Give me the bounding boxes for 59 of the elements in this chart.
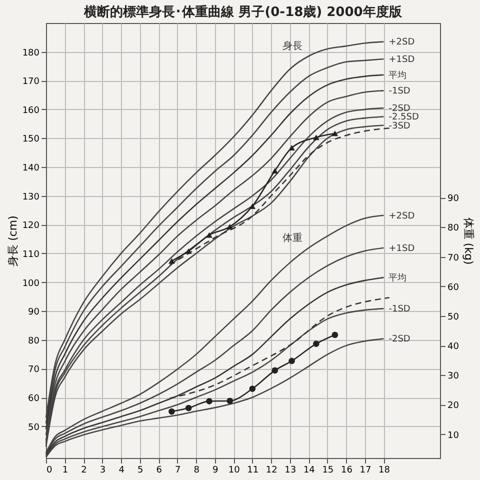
series-label: -1SD	[388, 304, 410, 315]
y-tick-label: 140	[22, 164, 40, 174]
y2-tick-label: 70	[448, 253, 460, 264]
series-label: +2SD	[388, 38, 415, 48]
series-label: 平均	[388, 70, 407, 81]
x-tick-label: 13	[284, 466, 296, 476]
y2-tick-label: 30	[448, 372, 460, 382]
series-label: +1SD	[388, 55, 415, 66]
series-label: +2SD	[388, 211, 415, 222]
x-tick-label: 2	[81, 466, 87, 476]
y-tick-label: 50	[28, 422, 40, 433]
annotation: 体重	[282, 232, 303, 244]
x-tick-label: 6	[156, 466, 162, 476]
y-tick-label: 90	[28, 308, 40, 318]
x-tick-label: 16	[340, 466, 353, 476]
x-tick-label: 15	[322, 466, 334, 476]
y-tick-label: 120	[22, 221, 40, 232]
x-tick-label: 12	[266, 466, 278, 476]
y-tick-label: 150	[22, 134, 40, 145]
y2-tick-label: 80	[448, 224, 460, 234]
x-tick-label: 8	[194, 466, 200, 476]
x-tick-label: 11	[247, 466, 259, 476]
series-label: -2SD	[388, 104, 410, 114]
x-tick-label: 0	[46, 466, 52, 476]
y2-tick-label: 20	[448, 401, 460, 412]
x-tick-label: 9	[212, 466, 218, 476]
x-tick-label: 18	[378, 466, 390, 476]
x-tick-label: 4	[118, 466, 125, 476]
y-tick-label: 100	[22, 278, 40, 289]
y-tick-label: 170	[22, 77, 40, 88]
y-tick-label: 130	[22, 192, 40, 202]
x-tick-label: 17	[360, 466, 372, 476]
y-axis-title: 身長 (cm)	[6, 216, 20, 266]
annotation: 身長	[282, 40, 303, 52]
y-tick-label: 110	[22, 250, 40, 260]
series-label: -2.5SD	[388, 112, 419, 123]
x-tick-label: 1	[62, 466, 68, 476]
x-tick-label: 7	[174, 466, 181, 476]
y2-axis-title: 体重 (kg)	[462, 217, 475, 265]
y2-tick-label: 10	[448, 430, 460, 441]
y-tick-label: 70	[28, 365, 40, 376]
y2-tick-label: 50	[448, 312, 460, 322]
y2-tick-label: 40	[448, 342, 460, 352]
x-tick-label: 14	[303, 466, 316, 476]
series-label: 平均	[388, 272, 407, 284]
chart-title: 横断的標準身長･体重曲線 男子(0-18歳) 2000年度版	[83, 4, 403, 20]
y-tick-label: 80	[28, 336, 40, 346]
y-tick-label: 180	[22, 48, 40, 58]
y2-tick-label: 60	[448, 282, 460, 293]
y-tick-label: 60	[28, 394, 40, 404]
series-label: +1SD	[388, 244, 415, 254]
y-tick-label: 160	[22, 106, 40, 116]
x-tick-label: 5	[137, 466, 144, 476]
series-label: -1SD	[388, 86, 410, 97]
x-tick-label: 3	[100, 466, 106, 476]
series-label: -2SD	[388, 334, 410, 345]
series-label: -3SD	[388, 121, 410, 132]
y2-tick-label: 90	[448, 194, 460, 204]
x-tick-label: 10	[228, 466, 240, 476]
